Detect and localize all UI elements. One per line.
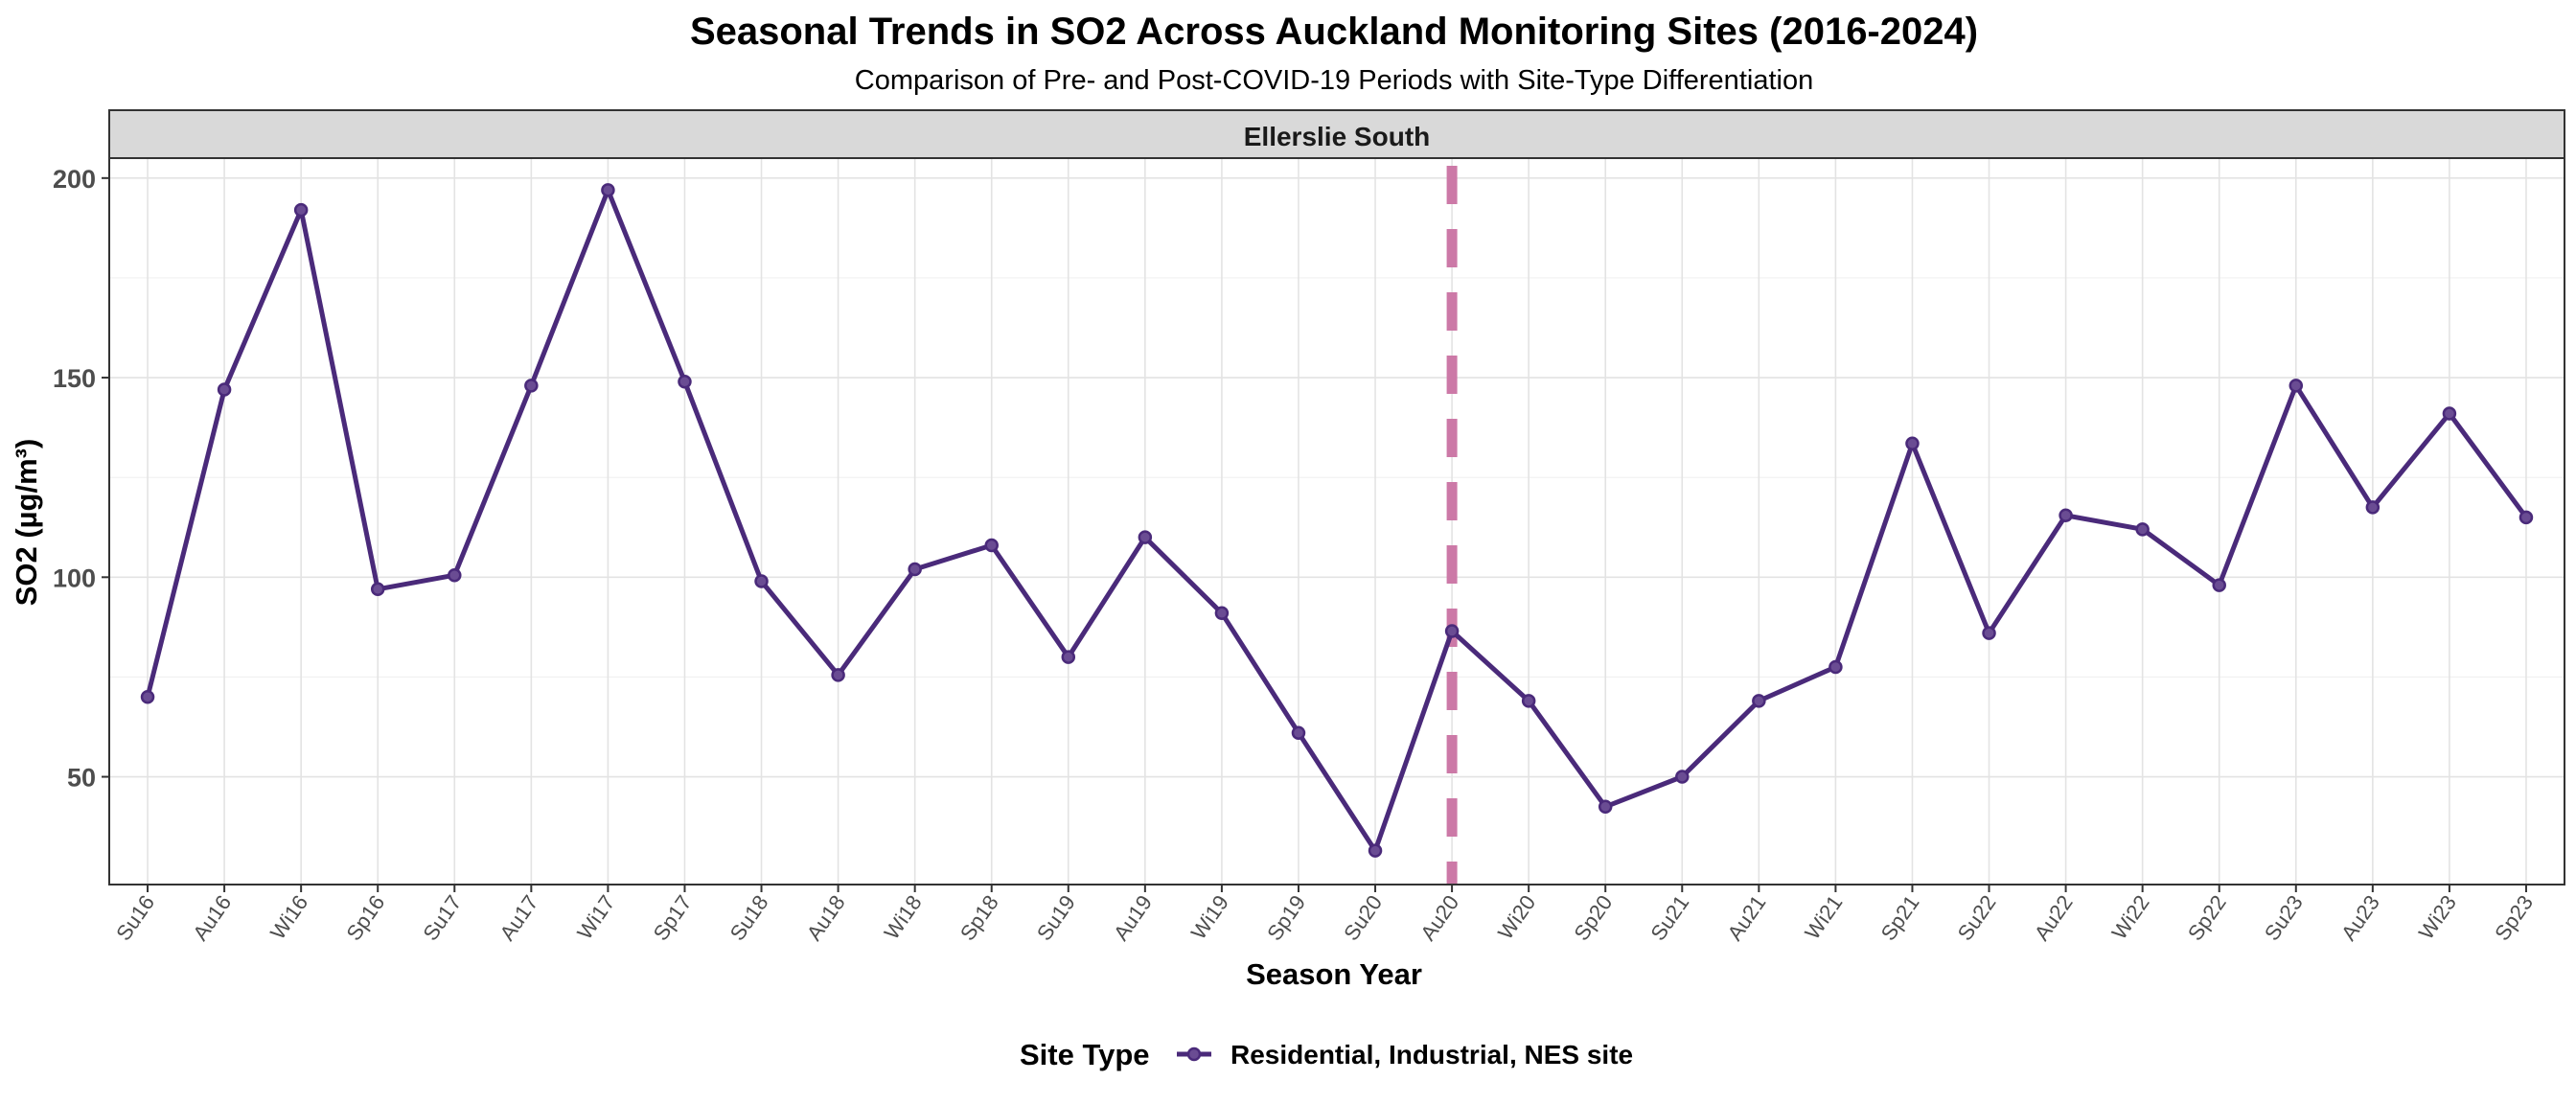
x-tick-label: Sp18 (955, 891, 1003, 945)
data-point (448, 567, 462, 583)
x-tick-label: Sp20 (1569, 891, 1617, 945)
data-point (908, 562, 922, 577)
x-tick-label: Sp21 (1876, 891, 1924, 945)
data-point (2365, 500, 2380, 515)
data-point (601, 183, 615, 197)
plot-panel (108, 157, 2565, 886)
legend-title: Site Type (1020, 1038, 1150, 1071)
legend: Site Type Residential, Industrial, NES s… (1020, 1038, 1633, 1071)
x-tick-label: Sp17 (649, 891, 697, 945)
y-tick-label: 200 (53, 165, 96, 194)
data-point (678, 374, 692, 389)
x-tick-label: Sp19 (1262, 891, 1310, 945)
data-point (2288, 379, 2304, 393)
x-tick-label: Wi20 (1493, 891, 1540, 944)
x-tick-label: Au19 (1109, 891, 1157, 945)
data-point (1444, 624, 1460, 638)
data-point (984, 538, 999, 553)
data-point (831, 668, 845, 682)
data-point (1752, 694, 1766, 708)
y-axis: 50 100 150 200 (53, 165, 109, 793)
data-point (1291, 725, 1306, 740)
chart-title: Seasonal Trends in SO2 Across Auckland M… (690, 11, 1978, 53)
series-line (145, 187, 2529, 854)
data-point (1982, 626, 1996, 640)
data-point (1214, 606, 1230, 621)
y-axis-title: SO2 (µg/m³) (10, 439, 43, 607)
x-tick-label: Sp16 (341, 891, 389, 945)
facet-strip (108, 109, 2565, 159)
data-point (524, 379, 539, 393)
grid (109, 158, 2564, 885)
y-tick-label: 100 (53, 564, 96, 592)
x-tick-label: Au18 (802, 891, 850, 945)
data-point (1905, 436, 1920, 451)
x-tick-label: Wi22 (2107, 891, 2154, 944)
x-tick-label: Wi17 (572, 891, 619, 944)
x-tick-label: Su19 (1032, 891, 1080, 945)
data-point (2518, 510, 2534, 525)
x-axis: Su16 Au16 Wi16 Sp16 Su17 Au17 Wi17 Sp17 Su18 Au18… (111, 885, 2538, 945)
data-point (1061, 650, 1076, 664)
data-point (1368, 843, 1383, 858)
x-tick-label: Wi19 (1186, 891, 1233, 944)
x-tick-label: Su20 (1339, 891, 1387, 945)
series-group (140, 183, 2534, 858)
data-point (2058, 508, 2073, 523)
x-tick-label: Wi18 (880, 891, 927, 944)
x-tick-label: Su18 (725, 891, 773, 945)
data-point (1138, 530, 1153, 544)
data-point (1521, 694, 1536, 708)
data-point (1828, 659, 1843, 675)
x-tick-label: Au17 (494, 891, 542, 945)
x-tick-label: Su16 (111, 891, 159, 945)
y-tick-label: 150 (53, 364, 96, 393)
x-tick-label: Su23 (2260, 891, 2308, 945)
chart-subtitle: Comparison of Pre- and Post-COVID-19 Per… (855, 65, 1813, 96)
data-point (1675, 770, 1690, 784)
facet-label: Ellerslie South (1244, 122, 1431, 151)
x-tick-label: Au21 (1722, 891, 1770, 945)
data-point (1598, 799, 1613, 815)
x-tick-label: Au20 (1415, 891, 1463, 945)
x-tick-label: Su17 (418, 891, 466, 945)
data-point (293, 202, 309, 218)
legend-label: Residential, Industrial, NES site (1230, 1040, 1633, 1070)
data-point (2135, 522, 2150, 537)
x-tick-label: Au23 (2336, 891, 2384, 945)
legend-key-marker (1186, 1046, 1202, 1062)
x-tick-label: Su22 (1953, 891, 2001, 945)
x-tick-label: Au22 (2030, 891, 2078, 945)
x-tick-label: Sp23 (2490, 891, 2538, 945)
data-point (370, 582, 385, 597)
x-tick-label: Wi21 (1800, 891, 1847, 944)
x-tick-label: Wi16 (265, 891, 312, 944)
plot-panel-border (108, 157, 2565, 886)
data-point (140, 690, 155, 704)
data-point (754, 574, 769, 588)
data-point (2212, 578, 2226, 592)
x-axis-title: Season Year (1246, 957, 1422, 991)
x-tick-label: Wi23 (2414, 891, 2461, 944)
x-tick-label: Su21 (1645, 891, 1693, 945)
data-point (217, 382, 232, 397)
x-tick-label: Sp22 (2183, 891, 2231, 945)
data-point (2442, 406, 2457, 421)
x-tick-label: Au16 (188, 891, 236, 945)
y-tick-label: 50 (67, 764, 96, 793)
